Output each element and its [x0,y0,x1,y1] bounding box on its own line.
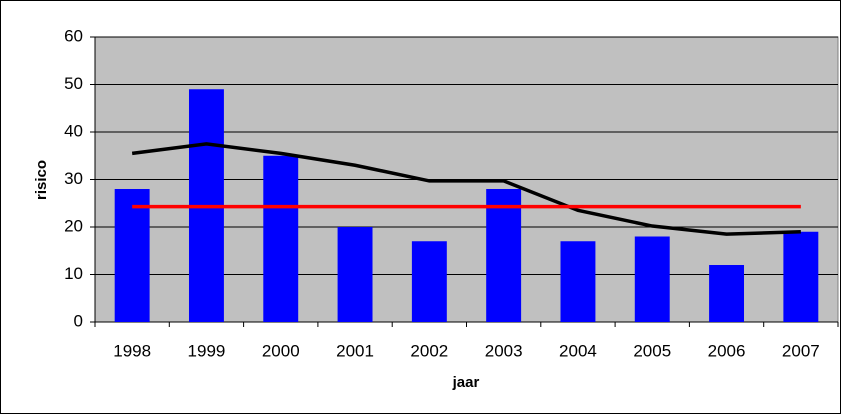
x-tick-label: 2007 [782,341,820,360]
x-tick-label: 2002 [410,341,448,360]
x-tick-label: 1999 [188,341,226,360]
bar [337,227,373,322]
y-tick-label: 40 [64,121,83,140]
bar [783,231,819,322]
x-tick-label: 2001 [336,341,374,360]
bar [709,265,745,322]
bar [114,189,150,322]
x-tick-label: 2000 [262,341,300,360]
x-tick-label: 2004 [559,341,597,360]
bar [560,241,596,322]
bar [411,241,447,322]
x-tick-label: 1998 [113,341,151,360]
bar [634,236,670,322]
y-tick-label: 50 [64,74,83,93]
x-tick-label: 2003 [485,341,523,360]
y-tick-label: 0 [74,311,83,330]
line [131,142,801,236]
x-tick-label: 2005 [633,341,671,360]
y-axis-title: risico [33,160,50,200]
x-tick-label: 2006 [708,341,746,360]
bar [486,189,522,322]
x-axis-title: jaar [452,374,480,391]
y-tick-label: 30 [64,169,83,188]
y-tick-label: 60 [64,26,83,45]
y-tick-label: 20 [64,216,83,235]
y-tick-label: 10 [64,264,83,283]
bar [263,155,299,322]
